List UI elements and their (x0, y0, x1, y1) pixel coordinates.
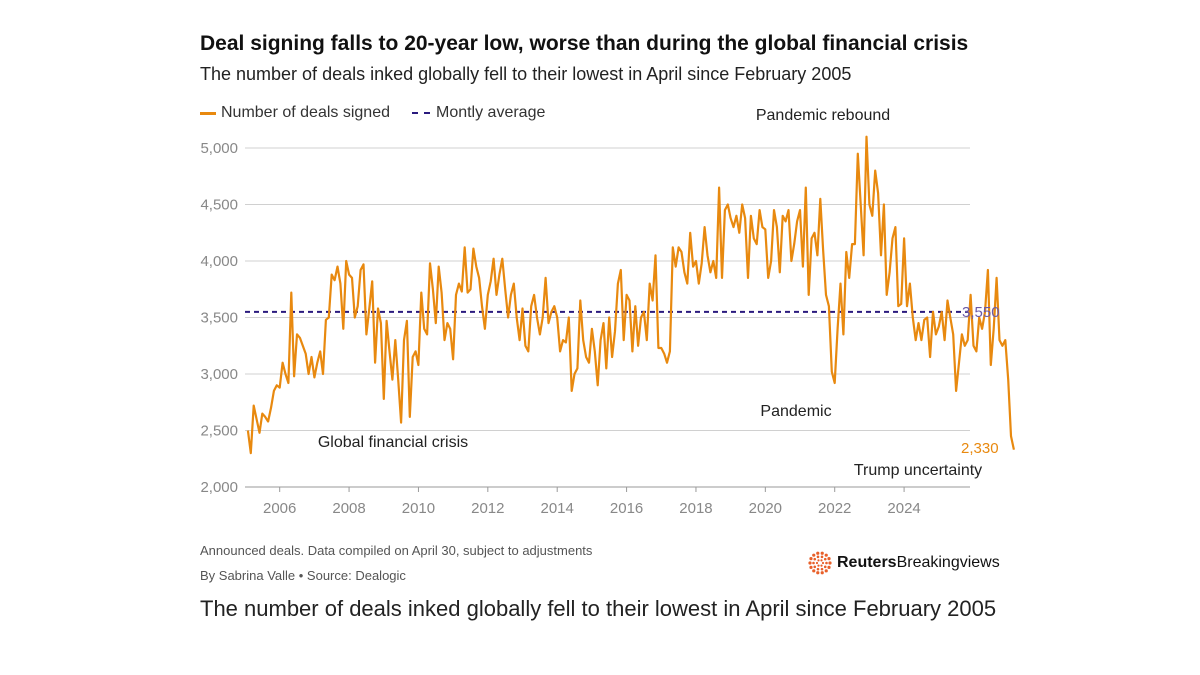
logo-dot (815, 561, 819, 565)
logo-product: Breakingviews (896, 554, 1000, 571)
logo-dot (809, 565, 813, 569)
x-tick-label: 2016 (610, 500, 643, 517)
logo-dot (817, 559, 820, 562)
x-tick-label: 2022 (818, 500, 851, 517)
chart-title: Deal signing falls to 20-year low, worse… (200, 32, 969, 55)
logo-dot (808, 561, 812, 565)
annotation-label: Global financial crisis (318, 434, 468, 451)
footnote-note: Announced deals. Data compiled on April … (200, 543, 593, 558)
logo-dot (824, 569, 828, 573)
logo-dot (816, 571, 820, 575)
average-value-label: 3,550 (962, 304, 1000, 321)
annotation-label: Pandemic rebound (756, 107, 890, 124)
footnote-byline: By Sabrina Valle • Source: Dealogic (200, 568, 406, 583)
y-tick-label: 5,000 (200, 140, 238, 157)
legend-dash-swatch (411, 112, 430, 114)
y-tick-label: 3,500 (200, 310, 238, 327)
logo-dot (809, 557, 813, 561)
logo-dot (817, 564, 820, 567)
logo-dot (820, 567, 824, 571)
x-axis-ticks: 2006 2008 2010 2012 2014 2016 2018 2020 2022 2024 (263, 487, 921, 517)
logo-dot (816, 551, 820, 555)
x-tick-label: 2018 (679, 500, 712, 517)
image-caption: The number of deals inked globally fell … (200, 596, 997, 621)
logo-dot (823, 557, 827, 561)
logo-dot (828, 561, 832, 565)
logo-brand: Reuters (837, 554, 897, 571)
x-tick-label: 2024 (887, 500, 920, 517)
logo-dot (823, 565, 827, 569)
reuters-breakingviews-logo: Reuters Breakingviews (808, 551, 1000, 575)
legend-series-label: Number of deals signed (221, 104, 390, 121)
y-tick-label: 2,000 (200, 479, 238, 496)
logo-dot (816, 567, 820, 571)
logo-dot (827, 557, 831, 561)
x-tick-label: 2006 (263, 500, 296, 517)
logo-dot (820, 571, 824, 575)
logo-dot (820, 559, 823, 562)
logo-dot (820, 551, 824, 555)
legend: Number of deals signed Montly average (200, 104, 545, 122)
legend-line-swatch (200, 111, 216, 115)
gridlines (245, 147, 970, 488)
line-chart: 2,000 2,500 3,000 3,500 4,000 4,500 5,000 2006… (200, 107, 1015, 517)
x-tick-label: 2010 (402, 500, 435, 517)
x-tick-label: 2008 (332, 500, 365, 517)
x-tick-label: 2020 (749, 500, 782, 517)
logo-dot (812, 553, 816, 557)
deals-signed-line (246, 135, 1015, 455)
y-axis-ticks: 2,000 2,500 3,000 3,500 4,000 4,500 5,000 (200, 140, 238, 496)
legend-average-label: Montly average (435, 104, 546, 121)
logo-dot (821, 561, 825, 565)
logo-dot (827, 565, 831, 569)
end-value-label: 2,330 (961, 440, 999, 457)
annotation-label: Trump uncertainty (854, 462, 982, 479)
y-tick-label: 3,000 (200, 366, 238, 383)
x-tick-label: 2014 (541, 500, 574, 517)
logo-dot (812, 569, 816, 573)
y-tick-label: 4,500 (200, 197, 238, 214)
y-tick-label: 2,500 (200, 423, 238, 440)
logo-dot (812, 561, 815, 565)
annotation-label: Pandemic (760, 403, 831, 420)
logo-dot (820, 555, 824, 559)
reuters-dot-ring-icon (808, 551, 832, 575)
logo-dot (816, 555, 820, 559)
logo-dot (820, 564, 823, 567)
chart-subtitle: The number of deals inked globally fell … (200, 64, 852, 84)
logo-dot (825, 561, 828, 565)
chart-labels: 3,550 2,330 Pandemic rebound Global financi… (318, 107, 1000, 479)
logo-dot (813, 557, 817, 561)
logo-dot (824, 553, 828, 557)
x-tick-label: 2012 (471, 500, 504, 517)
y-tick-label: 4,000 (200, 253, 238, 270)
logo-dot (813, 565, 817, 569)
